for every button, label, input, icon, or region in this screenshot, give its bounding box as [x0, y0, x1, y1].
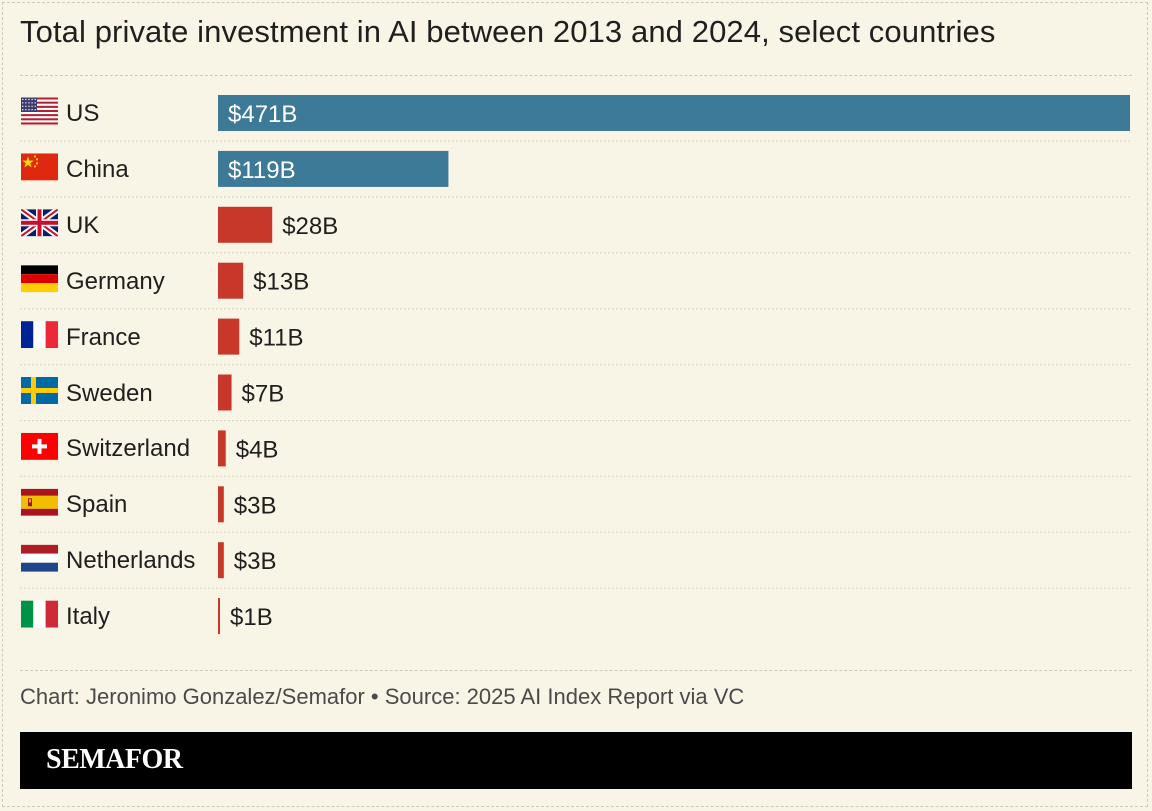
bar-germany	[218, 262, 244, 299]
uk-flag-icon	[21, 209, 58, 237]
top-divider	[20, 75, 1132, 76]
bar-france	[218, 318, 240, 355]
chart-title: Total private investment in AI between 2…	[20, 14, 996, 49]
value-label: $1B	[230, 604, 273, 631]
bar-uk	[218, 206, 273, 243]
country-label: Switzerland	[66, 435, 191, 463]
value-label: $3B	[234, 492, 277, 519]
bar-switzerland	[218, 430, 226, 467]
semafor-logo: SEMAFOR	[46, 744, 183, 775]
source-note: Chart: Jeronimo Gonzalez/Semafor • Sourc…	[20, 684, 745, 709]
bar-us	[218, 95, 1130, 131]
bar-china	[218, 150, 449, 187]
country-label: Germany	[66, 267, 165, 295]
netherlands-flag-icon	[21, 544, 58, 572]
bar-sweden	[218, 374, 232, 411]
value-label: $11B	[249, 325, 303, 352]
country-label: UK	[66, 211, 100, 239]
bar-italy	[218, 598, 220, 635]
bottom-divider	[20, 670, 1132, 671]
switzerland-flag-icon	[21, 432, 58, 460]
us-flag-icon	[21, 97, 58, 125]
france-flag-icon	[21, 321, 58, 349]
country-label: Netherlands	[66, 547, 196, 575]
sweden-flag-icon	[21, 377, 58, 404]
country-label: France	[66, 323, 141, 351]
china-flag-icon	[21, 153, 58, 181]
value-label: $13B	[253, 269, 309, 296]
country-label: US	[66, 100, 100, 127]
country-label: China	[66, 155, 129, 183]
italy-flag-icon	[21, 600, 58, 628]
bar-spain	[218, 486, 224, 523]
spain-flag-icon	[21, 488, 58, 516]
country-label: Spain	[66, 491, 128, 519]
country-label: Italy	[66, 603, 111, 631]
bar-chart: $471B $119B $28B $13B $11B $7B $4B $3B $3B $1B	[20, 95, 1132, 635]
country-label: Sweden	[66, 379, 153, 407]
bar-netherlands	[218, 542, 224, 579]
brand-bar: SEMAFOR	[20, 732, 1132, 789]
value-label: $471B	[228, 101, 297, 128]
value-label: $119B	[228, 157, 296, 184]
germany-flag-icon	[21, 265, 58, 293]
value-label: $4B	[236, 436, 279, 463]
value-label: $3B	[234, 548, 277, 575]
value-label: $7B	[242, 381, 285, 408]
value-label: $28B	[282, 213, 338, 240]
